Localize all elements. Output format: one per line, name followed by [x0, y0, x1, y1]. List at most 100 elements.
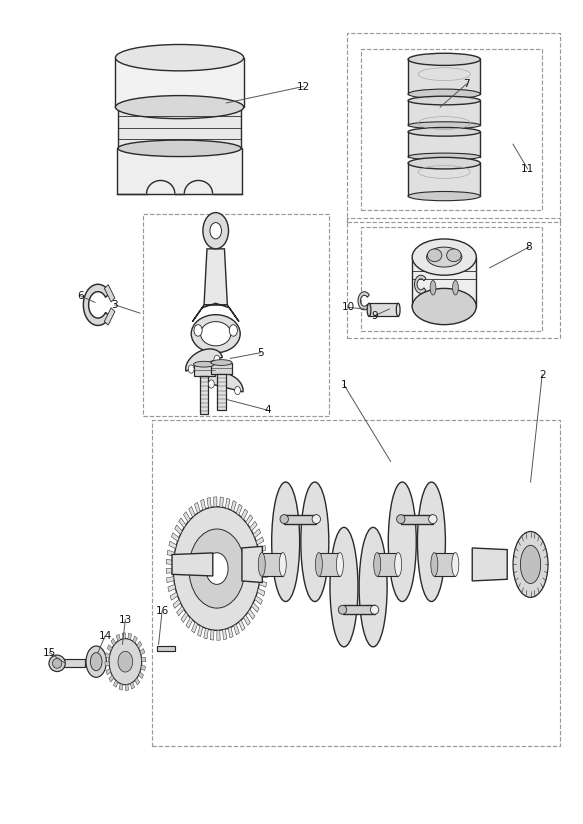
Polygon shape [167, 550, 175, 556]
Polygon shape [142, 658, 146, 662]
Polygon shape [177, 606, 184, 616]
Ellipse shape [280, 515, 289, 523]
Polygon shape [244, 615, 250, 625]
Polygon shape [415, 275, 426, 293]
Polygon shape [125, 685, 128, 691]
Text: 8: 8 [525, 242, 532, 252]
Polygon shape [111, 639, 116, 645]
Circle shape [189, 529, 245, 608]
Circle shape [203, 213, 229, 249]
Text: 2: 2 [539, 370, 546, 380]
Polygon shape [241, 509, 248, 519]
Ellipse shape [408, 89, 480, 99]
Polygon shape [105, 653, 110, 658]
Polygon shape [133, 636, 138, 643]
Polygon shape [239, 620, 245, 630]
Polygon shape [157, 646, 175, 651]
Ellipse shape [315, 553, 322, 576]
Circle shape [234, 386, 240, 395]
Ellipse shape [86, 646, 107, 677]
Ellipse shape [388, 482, 416, 602]
Ellipse shape [359, 527, 387, 647]
Polygon shape [226, 499, 230, 509]
Polygon shape [220, 497, 223, 508]
Polygon shape [194, 364, 215, 376]
Circle shape [194, 325, 202, 336]
Ellipse shape [279, 553, 286, 576]
Ellipse shape [191, 315, 240, 353]
Text: 12: 12 [297, 82, 310, 91]
Polygon shape [236, 504, 243, 515]
Polygon shape [128, 633, 132, 639]
Polygon shape [245, 515, 253, 525]
Ellipse shape [521, 545, 540, 583]
Polygon shape [255, 596, 262, 605]
Ellipse shape [396, 515, 405, 523]
Polygon shape [169, 541, 177, 549]
Circle shape [188, 365, 194, 373]
Polygon shape [83, 284, 110, 325]
Polygon shape [253, 529, 261, 538]
Polygon shape [172, 553, 213, 576]
Ellipse shape [447, 249, 461, 262]
Polygon shape [119, 684, 123, 691]
Ellipse shape [417, 482, 445, 602]
Ellipse shape [395, 553, 402, 576]
Ellipse shape [374, 553, 381, 576]
Ellipse shape [412, 288, 476, 325]
Polygon shape [223, 630, 227, 639]
Ellipse shape [408, 128, 480, 136]
Polygon shape [198, 625, 203, 636]
Polygon shape [168, 584, 175, 592]
Polygon shape [472, 548, 507, 581]
Polygon shape [252, 603, 259, 612]
Polygon shape [408, 163, 480, 196]
Text: 10: 10 [342, 302, 354, 312]
Polygon shape [262, 553, 283, 576]
Polygon shape [122, 633, 125, 639]
Ellipse shape [427, 247, 462, 267]
Polygon shape [173, 600, 181, 608]
Text: 11: 11 [521, 164, 534, 174]
Ellipse shape [52, 658, 62, 668]
Polygon shape [408, 132, 480, 157]
Ellipse shape [301, 482, 329, 602]
Polygon shape [408, 59, 480, 94]
Polygon shape [192, 303, 239, 321]
Polygon shape [170, 592, 178, 600]
Polygon shape [217, 630, 220, 640]
Ellipse shape [338, 606, 347, 614]
Polygon shape [167, 577, 174, 583]
Polygon shape [211, 363, 232, 374]
Polygon shape [260, 555, 267, 560]
Polygon shape [181, 612, 188, 622]
Polygon shape [113, 681, 118, 687]
Ellipse shape [258, 553, 265, 576]
Ellipse shape [211, 359, 232, 366]
Text: 9: 9 [371, 311, 378, 321]
Polygon shape [184, 512, 190, 522]
Ellipse shape [272, 482, 300, 602]
Polygon shape [207, 498, 211, 508]
Ellipse shape [431, 553, 438, 576]
Polygon shape [343, 606, 374, 614]
Ellipse shape [408, 122, 480, 129]
Ellipse shape [115, 44, 244, 71]
Polygon shape [260, 573, 268, 578]
Polygon shape [412, 257, 476, 307]
Polygon shape [104, 284, 115, 302]
Polygon shape [118, 107, 241, 148]
Ellipse shape [115, 96, 244, 119]
Polygon shape [242, 546, 262, 583]
Polygon shape [261, 564, 268, 569]
Polygon shape [117, 148, 243, 194]
Polygon shape [195, 503, 200, 513]
Ellipse shape [408, 54, 480, 65]
Polygon shape [201, 499, 206, 510]
Circle shape [206, 553, 228, 584]
Polygon shape [358, 292, 369, 310]
Text: 4: 4 [265, 405, 272, 415]
Ellipse shape [427, 249, 442, 262]
Polygon shape [257, 588, 265, 596]
Polygon shape [231, 501, 236, 512]
